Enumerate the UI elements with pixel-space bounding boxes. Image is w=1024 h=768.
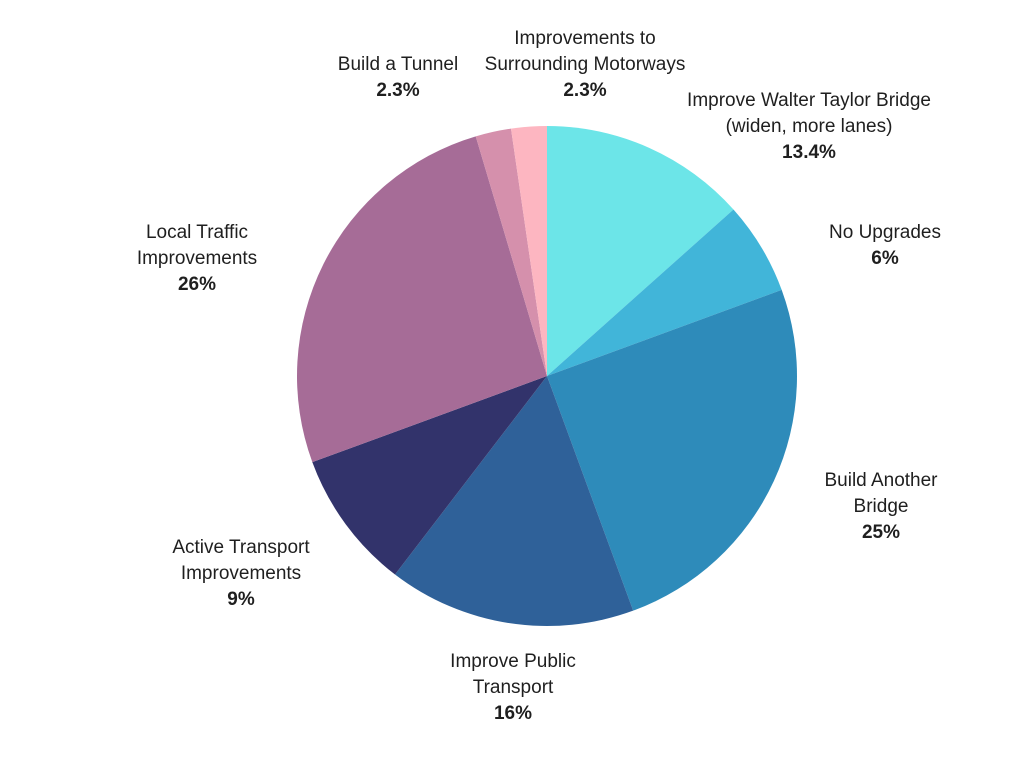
pie-slice-7 [511, 126, 547, 376]
pie-slice-3 [395, 376, 634, 626]
pie-slice-1 [547, 209, 782, 376]
pie-slice-2 [547, 289, 797, 611]
pie-slice-6 [475, 128, 547, 376]
pie-slice-0 [547, 126, 734, 376]
pie-slice-5 [297, 136, 547, 463]
pie-slice-4 [312, 376, 547, 575]
